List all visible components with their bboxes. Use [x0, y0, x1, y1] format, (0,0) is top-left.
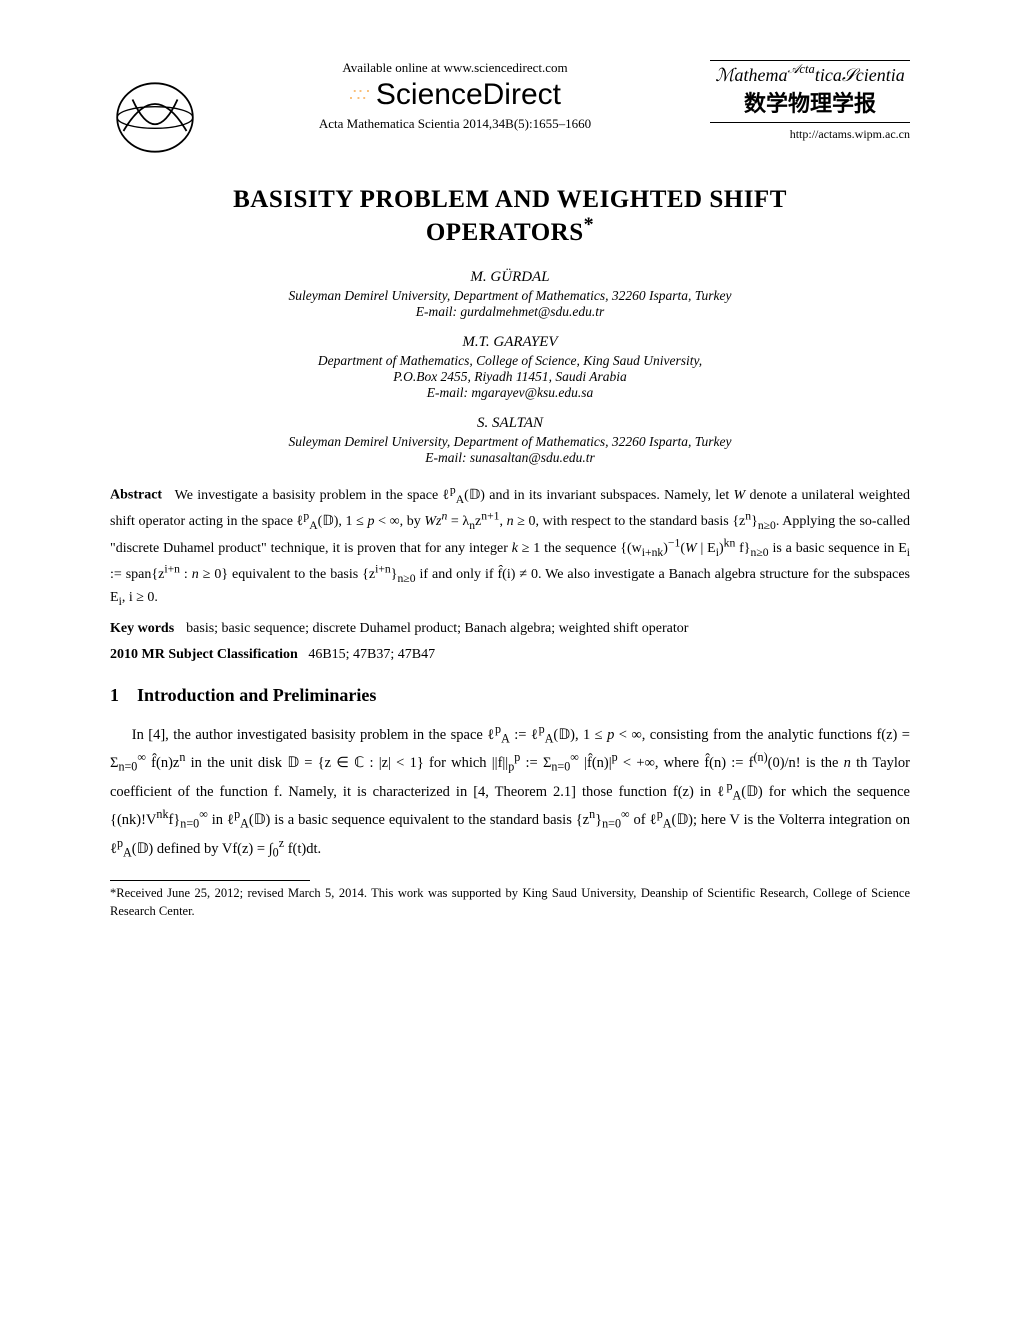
- citation-text: Acta Mathematica Scientia 2014,34B(5):16…: [210, 116, 700, 132]
- author-name: M. GÜRDAL: [110, 269, 910, 286]
- author-affiliation: P.O.Box 2455, Riyadh 11451, Saudi Arabia: [110, 369, 910, 385]
- author-name: S. SALTAN: [110, 415, 910, 432]
- footnote-separator: [110, 880, 310, 881]
- section-number: 1: [110, 685, 119, 705]
- section-title: Introduction and Preliminaries: [137, 685, 376, 705]
- classification-codes: 46B15; 47B37; 47B47: [308, 647, 435, 662]
- page: Available online at www.sciencedirect.co…: [0, 0, 1020, 1320]
- abstract-text: We investigate a basisity problem in the…: [110, 488, 910, 605]
- journal-chinese-name: 数学物理学报: [710, 86, 910, 123]
- journal-script-name: ℳathema𝒜ctatica𝒮cientia: [710, 65, 910, 86]
- author-block-2: M.T. GARAYEV Department of Mathematics, …: [110, 334, 910, 401]
- body-paragraph: In [4], the author investigated basisity…: [110, 720, 910, 862]
- classification: 2010 MR Subject Classification 46B15; 47…: [110, 647, 910, 663]
- keywords: Key words basis; basic sequence; discret…: [110, 621, 910, 637]
- author-email: E-mail: gurdalmehmet@sdu.edu.tr: [110, 304, 910, 320]
- section-heading: 1 Introduction and Preliminaries: [110, 685, 910, 706]
- author-block-3: S. SALTAN Suleyman Demirel University, D…: [110, 415, 910, 466]
- author-email: E-mail: mgarayev@ksu.edu.sa: [110, 385, 910, 401]
- keywords-text: basis; basic sequence; discrete Duhamel …: [186, 621, 688, 637]
- footnote-text: *Received June 25, 2012; revised March 5…: [110, 885, 910, 920]
- keywords-label: Key words: [110, 621, 186, 637]
- abstract-label: Abstract: [110, 488, 162, 503]
- author-affiliation: Suleyman Demirel University, Department …: [110, 288, 910, 304]
- classification-label: 2010 MR Subject Classification: [110, 647, 298, 662]
- journal-url: http://actams.wipm.ac.cn: [710, 127, 910, 142]
- header: Available online at www.sciencedirect.co…: [110, 60, 910, 158]
- sciencedirect-icon: ∴∵: [349, 85, 368, 106]
- paper-title: BASISITY PROBLEM AND WEIGHTED SHIFTOPERA…: [110, 186, 910, 247]
- author-affiliation: Suleyman Demirel University, Department …: [110, 434, 910, 450]
- sciencedirect-row: ∴∵ ScienceDirect: [210, 78, 700, 112]
- abstract: Abstract We investigate a basisity probl…: [110, 482, 910, 610]
- author-name: M.T. GARAYEV: [110, 334, 910, 351]
- header-right: ℳathema𝒜ctatica𝒮cientia 数学物理学报 http://ac…: [710, 60, 910, 142]
- author-email: E-mail: sunasaltan@sdu.edu.tr: [110, 450, 910, 466]
- title-text: BASISITY PROBLEM AND WEIGHTED SHIFTOPERA…: [233, 186, 787, 246]
- available-online-text: Available online at www.sciencedirect.co…: [210, 60, 700, 76]
- author-block-1: M. GÜRDAL Suleyman Demirel University, D…: [110, 269, 910, 320]
- author-affiliation: Department of Mathematics, College of Sc…: [110, 353, 910, 369]
- header-center: Available online at www.sciencedirect.co…: [200, 60, 710, 132]
- sciencedirect-label: ScienceDirect: [376, 78, 561, 112]
- journal-logo: [110, 68, 200, 158]
